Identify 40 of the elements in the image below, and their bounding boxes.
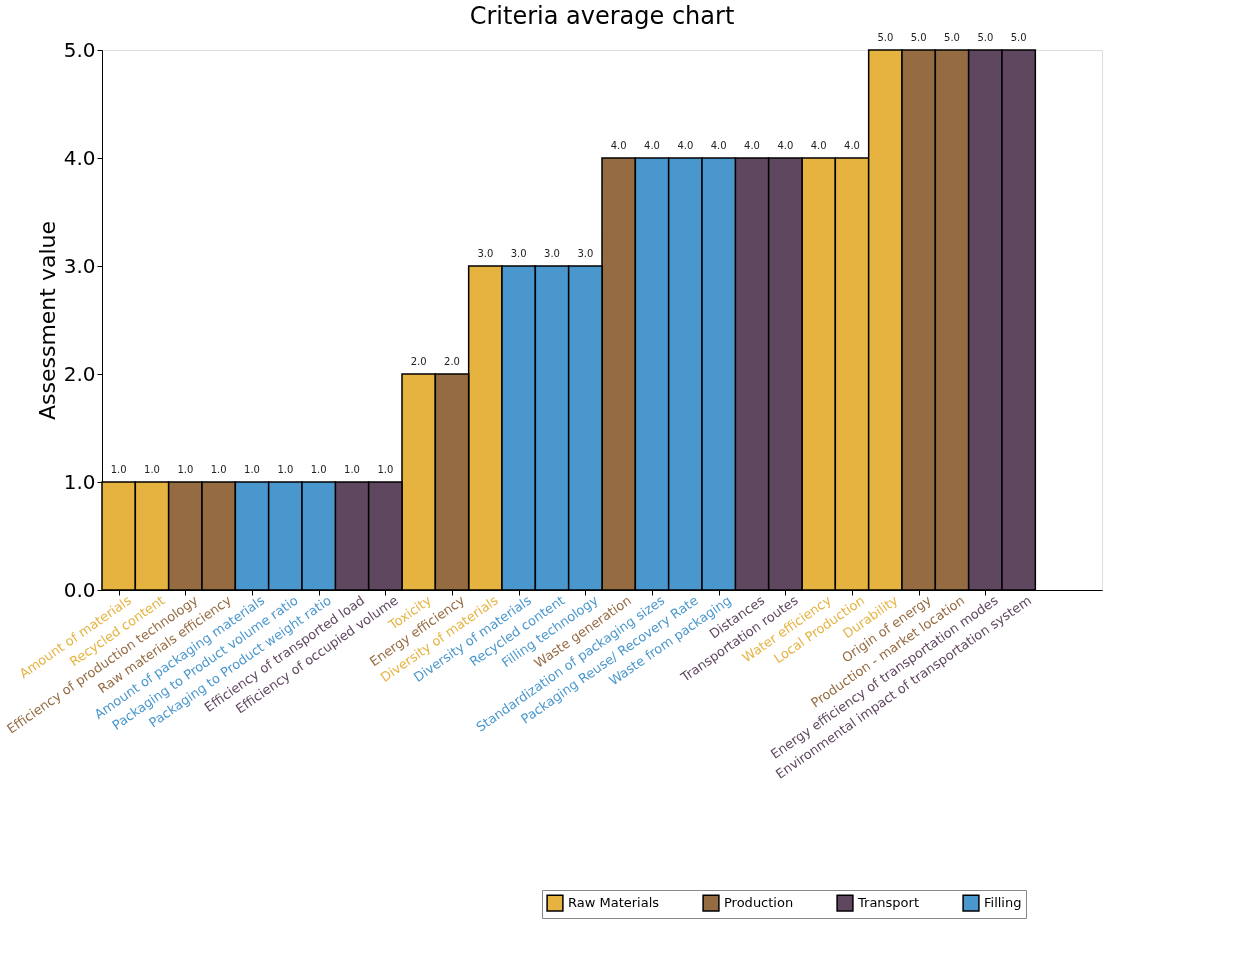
y-tick-label: 2.0 bbox=[63, 361, 96, 386]
data-label: 5.0 bbox=[944, 32, 960, 43]
data-label: 4.0 bbox=[844, 140, 860, 151]
data-label: 1.0 bbox=[210, 464, 227, 475]
data-label: 1.0 bbox=[244, 464, 260, 475]
data-label: 2.0 bbox=[410, 356, 427, 367]
y-tick-label: 3.0 bbox=[63, 253, 96, 278]
data-label: 5.0 bbox=[977, 32, 994, 43]
data-label: 2.0 bbox=[444, 356, 460, 367]
data-label: 4.0 bbox=[610, 140, 627, 151]
data-label: 5.0 bbox=[1010, 32, 1027, 43]
data-label: 3.0 bbox=[477, 248, 494, 259]
legend-label: Raw Materials bbox=[568, 895, 660, 911]
legend-label: Transport bbox=[857, 895, 920, 911]
y-tick-label: 0.0 bbox=[63, 577, 96, 602]
data-label: 1.0 bbox=[310, 464, 327, 475]
data-label: 4.0 bbox=[644, 140, 660, 151]
data-label: 4.0 bbox=[677, 140, 694, 151]
data-label: 1.0 bbox=[277, 464, 294, 475]
legend-label: Production bbox=[724, 895, 794, 911]
y-tick-label: 1.0 bbox=[63, 469, 96, 494]
legend-label: Filling bbox=[984, 895, 1022, 911]
data-label: 3.0 bbox=[510, 248, 527, 259]
y-tick-label: 5.0 bbox=[63, 37, 96, 62]
data-label: 3.0 bbox=[544, 248, 560, 259]
data-label: 1.0 bbox=[344, 464, 360, 475]
data-label: 4.0 bbox=[810, 140, 827, 151]
data-label: 3.0 bbox=[577, 248, 594, 259]
data-label: 1.0 bbox=[144, 464, 160, 475]
chart-title: Criteria average chart bbox=[469, 2, 735, 30]
y-tick-label: 4.0 bbox=[63, 145, 96, 170]
data-label: 5.0 bbox=[910, 32, 927, 43]
y-axis-title: Assessment value bbox=[34, 220, 60, 421]
data-label: 4.0 bbox=[710, 140, 727, 151]
data-label: 1.0 bbox=[177, 464, 194, 475]
data-label: 5.0 bbox=[877, 32, 894, 43]
data-label: 4.0 bbox=[744, 140, 760, 151]
data-label: 4.0 bbox=[777, 140, 794, 151]
data-label: 1.0 bbox=[110, 464, 127, 475]
data-label: 1.0 bbox=[377, 464, 394, 475]
